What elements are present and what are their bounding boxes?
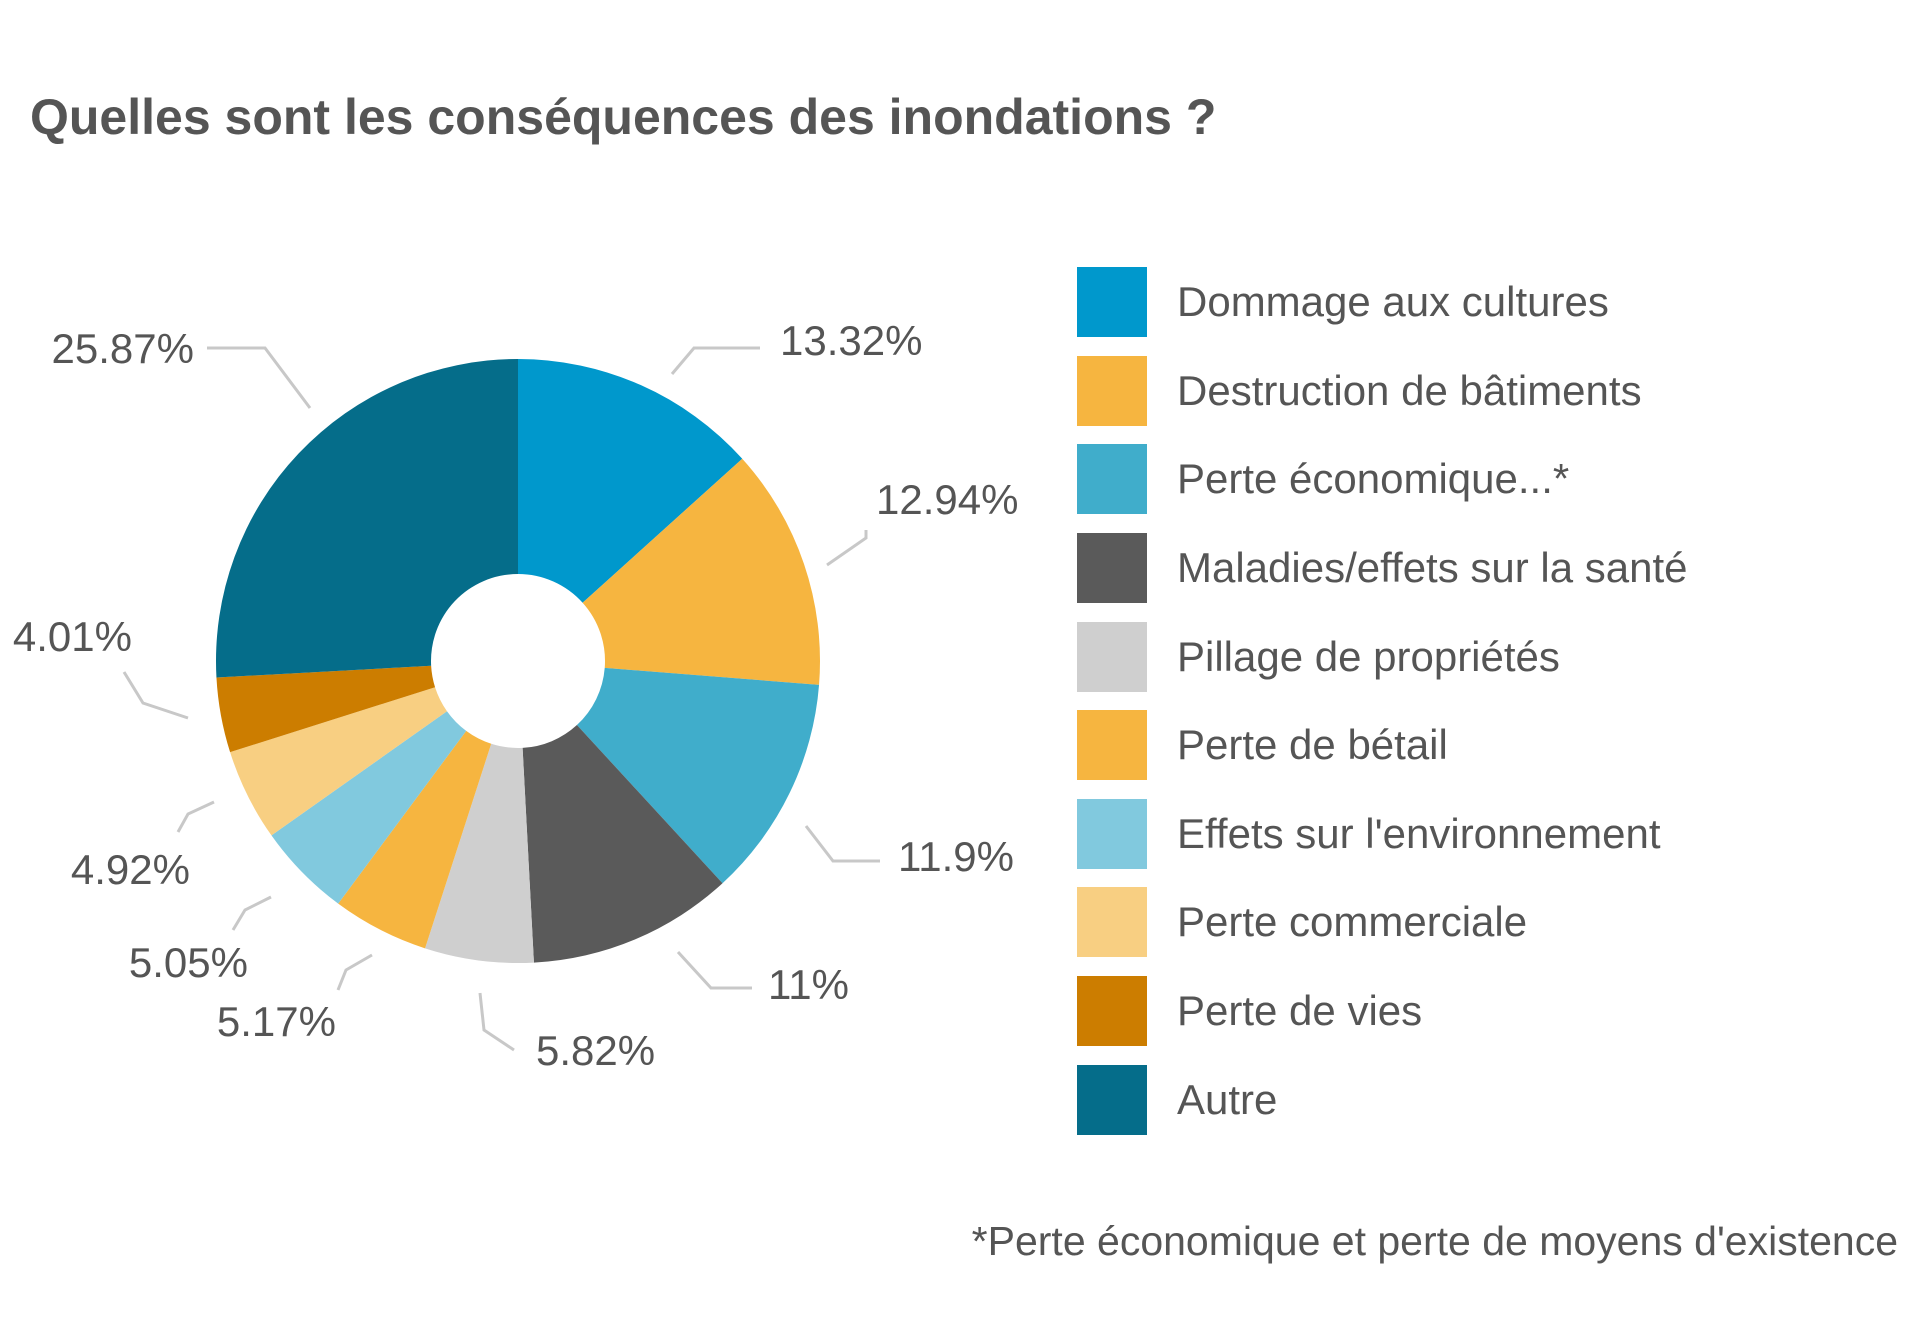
legend-swatch <box>1077 267 1147 338</box>
leader-line-7 <box>231 895 272 931</box>
pie-slice-8 <box>230 687 447 836</box>
pie-slice-3 <box>576 667 820 884</box>
slice-label-1: 13.32% <box>780 317 922 364</box>
slice-label-5: 5.82% <box>536 1027 655 1074</box>
leader-lines <box>122 346 880 1052</box>
legend-swatch <box>1077 444 1147 515</box>
pie-slice-4 <box>522 725 723 963</box>
legend: Dommage aux cultures Destruction de bâtim… <box>1077 258 1688 1144</box>
legend-item-9: Perte de vies <box>1077 967 1688 1056</box>
pie-slice-5 <box>425 743 534 963</box>
leader-line-3 <box>804 825 880 863</box>
legend-swatch <box>1077 976 1147 1047</box>
legend-item-4: Maladies/effets sur la santé <box>1077 524 1688 613</box>
legend-item-7: Effets sur l'environnement <box>1077 790 1688 879</box>
leader-line-4 <box>676 950 752 990</box>
leader-line-9 <box>122 671 189 720</box>
leader-line-1 <box>670 346 760 375</box>
legend-item-8: Perte commerciale <box>1077 878 1688 967</box>
legend-label: Perte de vies <box>1177 987 1423 1035</box>
slice-label-9: 4.01% <box>13 613 132 660</box>
leader-line-10 <box>207 346 312 409</box>
pie-slice-2 <box>582 458 820 685</box>
legend-swatch <box>1077 533 1147 604</box>
slice-label-2: 12.94% <box>876 476 1018 523</box>
legend-swatch <box>1077 355 1147 426</box>
legend-item-5: Pillage de propriétés <box>1077 612 1688 701</box>
legend-label: Maladies/effets sur la santé <box>1177 544 1688 592</box>
slice-label-8: 4.92% <box>71 846 190 893</box>
pie-slice-7 <box>271 711 467 904</box>
legend-item-6: Perte de bétail <box>1077 701 1688 790</box>
legend-swatch <box>1077 1064 1147 1135</box>
legend-item-10: Autre <box>1077 1055 1688 1144</box>
legend-label: Autre <box>1177 1075 1278 1123</box>
slice-label-7: 5.05% <box>129 939 248 986</box>
legend-swatch <box>1077 710 1147 781</box>
slice-label-3: 11.9% <box>898 833 1014 880</box>
legend-label: Destruction de bâtiments <box>1177 366 1642 414</box>
pie-slice-6 <box>338 730 492 949</box>
percentage-labels: 13.32% 12.94% 11.9% 11% 5.82% 5.17% 5.05% 4.92%… <box>13 317 1019 1074</box>
pie-slice-1 <box>518 359 743 603</box>
legend-item-3: Perte économique...* <box>1077 435 1688 524</box>
legend-label: Dommage aux cultures <box>1177 278 1609 326</box>
legend-label: Perte de bétail <box>1177 721 1448 769</box>
legend-label: Perte économique...* <box>1177 455 1570 503</box>
legend-label: Effets sur l'environnement <box>1177 809 1661 857</box>
leader-line-8 <box>176 800 215 833</box>
chart-title: Quelles sont les conséquences des inonda… <box>30 89 1217 145</box>
leader-line-5 <box>478 992 515 1052</box>
legend-swatch <box>1077 798 1147 869</box>
legend-label: Perte commerciale <box>1177 898 1528 946</box>
leader-line-6 <box>336 953 373 991</box>
legend-item-1: Dommage aux cultures <box>1077 258 1688 347</box>
legend-swatch <box>1077 621 1147 692</box>
legend-label: Pillage de propriétés <box>1177 632 1560 680</box>
slice-label-4: 11% <box>768 961 849 1008</box>
slice-label-10: 25.87% <box>52 325 194 372</box>
footnote: *Perte économique et perte de moyens d'e… <box>971 1218 1898 1264</box>
legend-swatch <box>1077 887 1147 958</box>
pie-slice-10 <box>215 359 518 678</box>
slice-label-6: 5.17% <box>217 998 336 1045</box>
leader-line-2 <box>826 530 868 567</box>
pie-slice-9 <box>216 665 436 753</box>
legend-item-2: Destruction de bâtiments <box>1077 347 1688 436</box>
pie-slices <box>215 359 820 963</box>
